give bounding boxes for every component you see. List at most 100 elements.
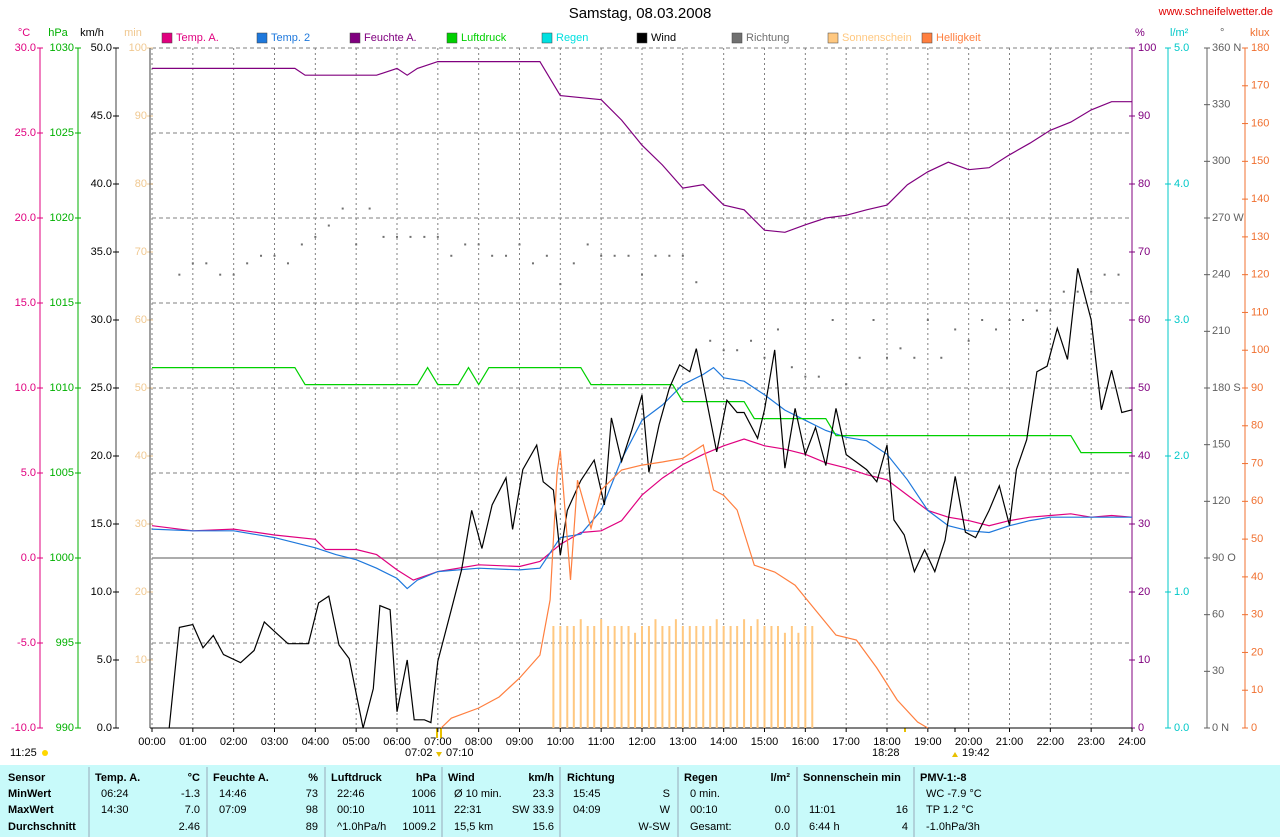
x-tick-label: 06:00 <box>383 736 411 748</box>
table-row-label: MinWert <box>8 788 52 800</box>
direction-dot <box>286 262 289 265</box>
y-tick-label: 100 <box>1251 344 1269 356</box>
sunshine-bar <box>776 626 779 728</box>
legend-label: Luftdruck <box>461 32 507 44</box>
x-tick-label: 01:00 <box>179 736 207 748</box>
direction-dot <box>695 281 698 284</box>
y-tick-label: 110 <box>1251 306 1269 318</box>
series-line <box>151 438 1133 581</box>
direction-dot <box>763 356 766 359</box>
legend-label: Helligkeit <box>936 32 981 44</box>
direction-dot <box>382 235 385 238</box>
direction-dot <box>899 347 902 350</box>
sun-icon <box>42 750 48 756</box>
table-unit: °C <box>188 772 200 784</box>
direction-dot <box>804 375 807 378</box>
direction-dot <box>518 243 521 246</box>
y-tick-label: 1015 <box>50 297 74 309</box>
x-tick-label: 20:00 <box>955 736 983 748</box>
y-tick-label: 210 <box>1212 325 1230 337</box>
direction-dot <box>858 356 861 359</box>
legend-label: Regen <box>556 32 588 44</box>
y-tick-label: 30 <box>135 518 147 530</box>
x-tick-label: 09:00 <box>506 736 534 748</box>
y-tick-label: 20 <box>1138 586 1150 598</box>
sunshine-bar <box>729 626 732 728</box>
direction-dot <box>981 319 984 321</box>
legend-label: Wind <box>651 32 676 44</box>
x-tick-label: 21:00 <box>996 736 1024 748</box>
direction-dot <box>464 243 467 246</box>
y-tick-label: 20 <box>135 586 147 598</box>
direction-dot <box>886 356 888 359</box>
direction-dot <box>722 349 725 352</box>
direction-dot <box>967 339 970 342</box>
y-tick-label: 0.0 <box>1174 722 1189 734</box>
sunshine-bar <box>743 619 746 728</box>
direction-dot <box>776 328 779 331</box>
direction-dot <box>368 207 371 210</box>
y-tick-label: 120 <box>1212 495 1230 507</box>
y-tick-label: 70 <box>1138 246 1150 258</box>
table-header: Sensor <box>8 772 46 784</box>
axis-unit: hPa <box>48 27 68 39</box>
table-cell: 98 <box>306 804 318 816</box>
y-tick-label: 80 <box>135 178 147 190</box>
table-cell: 0 min. <box>690 788 720 800</box>
table-cell: 16 <box>896 804 908 816</box>
legend-label: Temp. 2 <box>271 32 310 44</box>
table-cell: 89 <box>306 821 318 833</box>
y-tick-label: 0.0 <box>97 722 112 734</box>
sunshine-bar <box>559 626 562 728</box>
table-cell: S <box>663 788 670 800</box>
legend-swatch <box>636 32 648 44</box>
time-annotation: 07:02 <box>405 747 433 759</box>
direction-dot <box>1035 309 1038 312</box>
y-tick-label: 20 <box>1251 646 1263 658</box>
y-tick-label: 70 <box>1251 457 1263 469</box>
y-tick-label: 35.0 <box>91 246 112 258</box>
y-tick-label: 90 <box>1251 382 1263 394</box>
sunshine-bar <box>634 632 637 728</box>
table-row-label: Durchschnitt <box>8 821 76 833</box>
y-tick-label: 15.0 <box>91 518 112 530</box>
chart-title: Samstag, 08.03.2008 <box>569 5 712 22</box>
y-tick-label: 45.0 <box>91 110 112 122</box>
direction-dot <box>205 262 208 265</box>
y-tick-label: 60 <box>1212 609 1224 621</box>
table-cell: -1.0hPa/3h <box>926 821 980 833</box>
x-tick-label: 10:00 <box>547 736 575 748</box>
y-tick-label: 25.0 <box>91 382 112 394</box>
x-tick-label: 14:00 <box>710 736 738 748</box>
x-tick-label: 11:00 <box>588 736 615 748</box>
legend-swatch <box>731 32 743 44</box>
direction-dot <box>409 235 412 238</box>
sunshine-bar <box>722 626 725 728</box>
sunshine-bar <box>688 626 691 728</box>
table-cell: -1.3 <box>181 788 200 800</box>
y-tick-label: 30.0 <box>15 42 36 54</box>
y-tick-label: 150 <box>1212 439 1230 451</box>
direction-dot <box>1062 290 1065 293</box>
table-cell: ^1.0hPa/h <box>337 821 386 833</box>
direction-dot <box>709 339 712 342</box>
y-tick-label: 10 <box>1251 684 1263 696</box>
axis-unit: ° <box>1220 27 1224 39</box>
sunshine-bar <box>586 626 589 728</box>
x-tick-label: 03:00 <box>261 736 289 748</box>
y-tick-label: 30.0 <box>91 314 112 326</box>
y-tick-label: 130 <box>1251 231 1269 243</box>
direction-dot <box>246 262 249 265</box>
x-tick-label: 07:00 <box>424 736 452 748</box>
y-tick-label: 20.0 <box>91 450 112 462</box>
time-annotation: 19:42 <box>962 747 990 759</box>
series-line <box>151 366 1132 590</box>
y-tick-label: 30 <box>1251 609 1263 621</box>
y-tick-label: 10 <box>1138 654 1150 666</box>
table-cell: 14:46 <box>219 788 247 800</box>
sunshine-bar <box>770 626 773 728</box>
y-tick-label: 0 <box>1138 722 1144 734</box>
axis-unit: min <box>124 27 142 39</box>
sunshine-bar <box>654 619 657 728</box>
legend-swatch <box>161 32 173 44</box>
